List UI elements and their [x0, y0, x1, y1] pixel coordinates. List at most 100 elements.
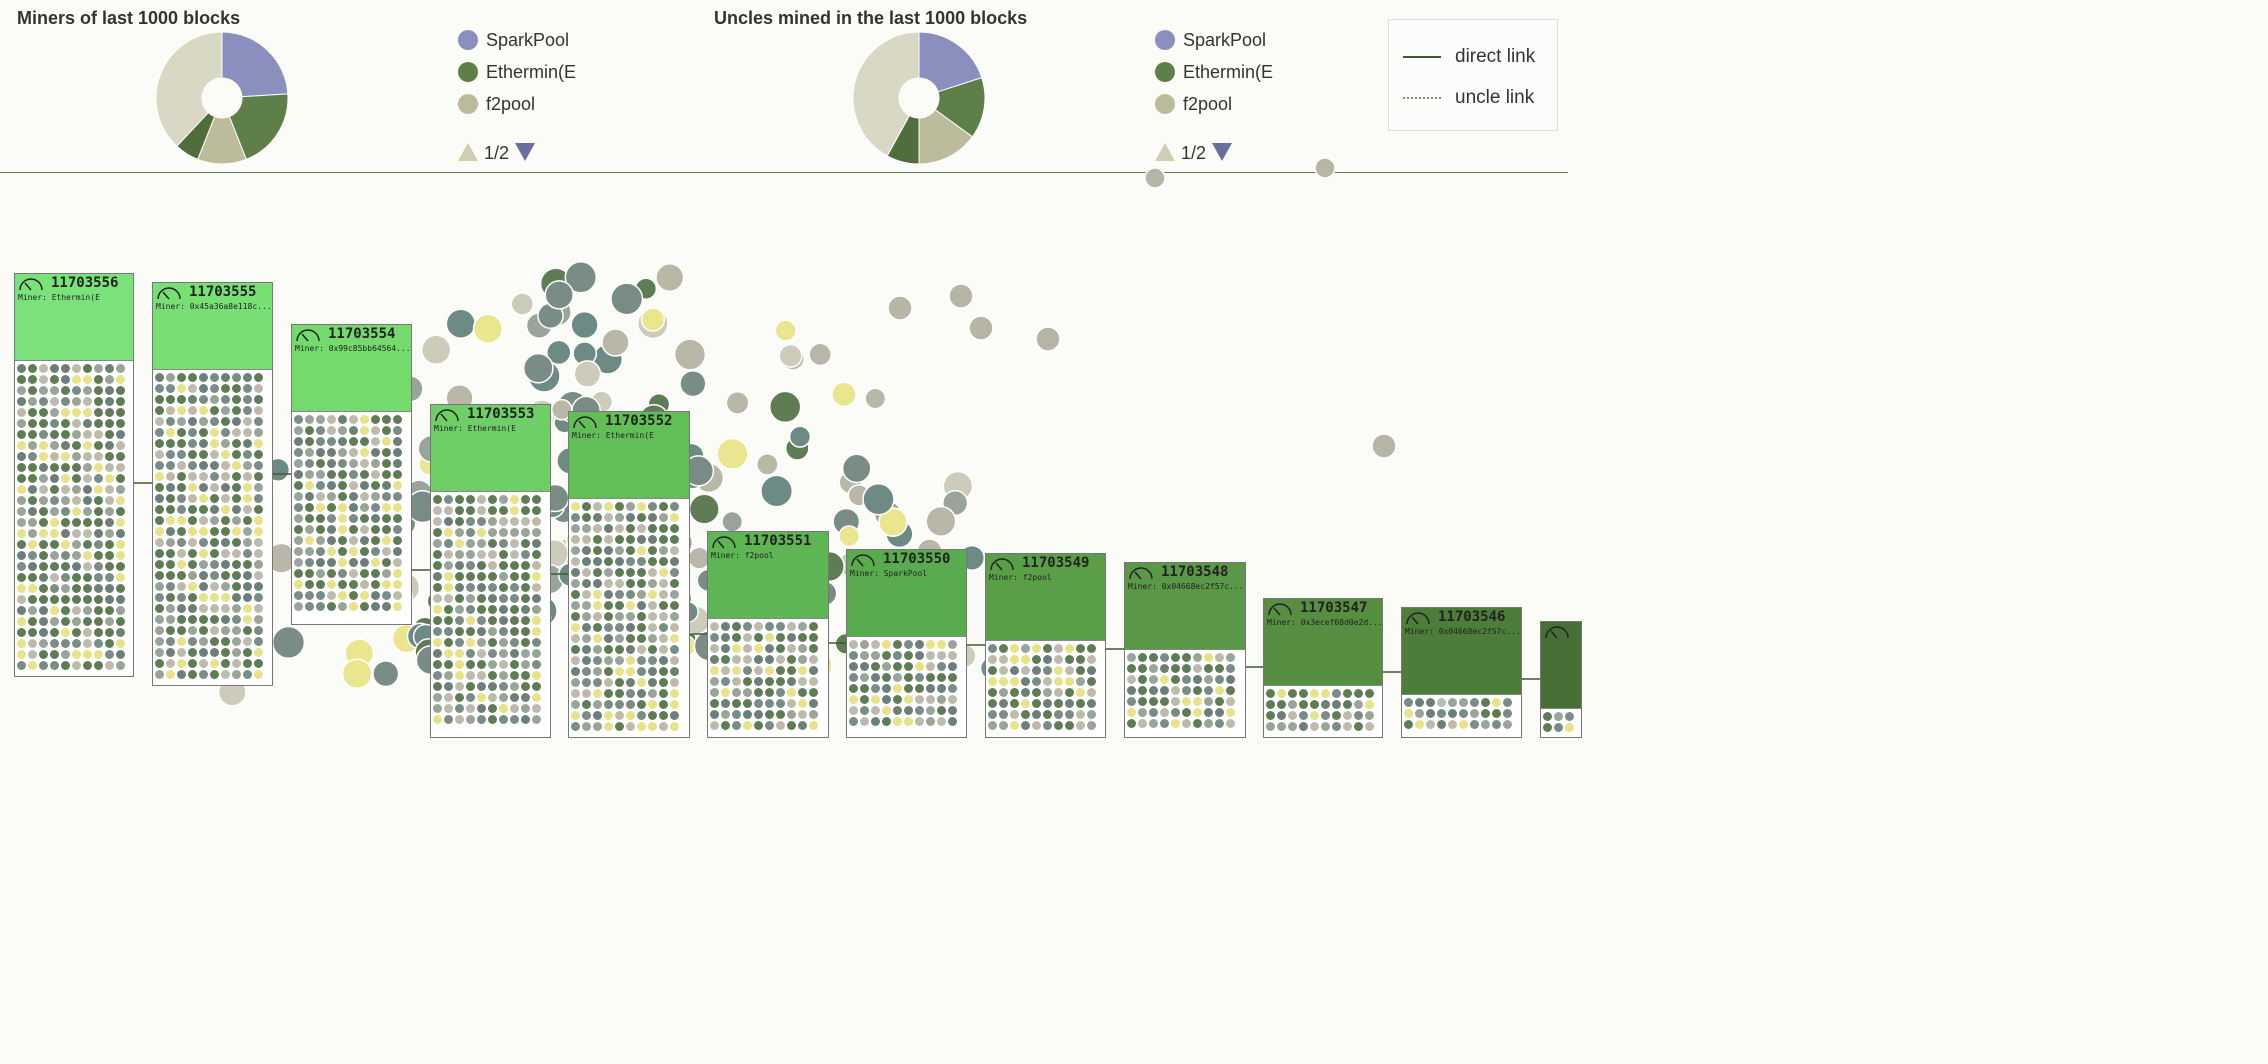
transaction-dot[interactable] [83, 617, 92, 626]
transaction-dot[interactable] [615, 711, 624, 720]
transaction-dot[interactable] [243, 439, 252, 448]
transaction-dot[interactable] [305, 437, 314, 446]
transaction-dot[interactable] [116, 661, 125, 670]
transaction-dot[interactable] [937, 695, 946, 704]
transaction-dot[interactable] [904, 684, 913, 693]
transaction-dot[interactable] [61, 518, 70, 527]
transaction-dot[interactable] [488, 627, 497, 636]
transaction-dot[interactable] [787, 710, 796, 719]
transaction-dot[interactable] [199, 582, 208, 591]
transaction-dot[interactable] [721, 655, 730, 664]
transaction-dot[interactable] [648, 656, 657, 665]
transaction-dot[interactable] [1160, 675, 1169, 684]
transaction-dot[interactable] [433, 495, 442, 504]
transaction-dot[interactable] [50, 375, 59, 384]
transaction-dot[interactable] [155, 384, 164, 393]
transaction-dot[interactable] [1215, 675, 1224, 684]
transaction-dot[interactable] [670, 502, 679, 511]
transaction-dot[interactable] [455, 649, 464, 658]
transaction-dot[interactable] [188, 670, 197, 679]
transaction-dot[interactable] [532, 638, 541, 647]
transaction-dot[interactable] [338, 426, 347, 435]
transaction-dot[interactable] [1354, 689, 1363, 698]
transaction-dot[interactable] [155, 527, 164, 536]
transaction-dot[interactable] [999, 710, 1008, 719]
transaction-dot[interactable] [455, 704, 464, 713]
transaction-dot[interactable] [860, 706, 869, 715]
transaction-dot[interactable] [1043, 688, 1052, 697]
transaction-dot[interactable] [94, 617, 103, 626]
transaction-dot[interactable] [199, 450, 208, 459]
transaction-dot[interactable] [1076, 721, 1085, 730]
transaction-dot[interactable] [155, 549, 164, 558]
transaction-dot[interactable] [105, 375, 114, 384]
transaction-dot[interactable] [455, 616, 464, 625]
transaction-dot[interactable] [221, 395, 230, 404]
legend-item-ethermine[interactable]: Ethermin(E [1155, 60, 1273, 92]
transaction-dot[interactable] [105, 430, 114, 439]
transaction-dot[interactable] [532, 704, 541, 713]
transaction-dot[interactable] [177, 571, 186, 580]
transaction-dot[interactable] [243, 483, 252, 492]
transaction-dot[interactable] [477, 704, 486, 713]
transaction-dot[interactable] [871, 695, 880, 704]
transaction-dot[interactable] [305, 459, 314, 468]
transaction-dot[interactable] [210, 461, 219, 470]
transaction-dot[interactable] [17, 419, 26, 428]
transaction-dot[interactable] [349, 536, 358, 545]
transaction-dot[interactable] [710, 699, 719, 708]
transaction-dot[interactable] [787, 644, 796, 653]
pending-tx-bubble[interactable] [573, 360, 602, 388]
transaction-dot[interactable] [754, 688, 763, 697]
transaction-dot[interactable] [455, 638, 464, 647]
transaction-dot[interactable] [648, 513, 657, 522]
transaction-dot[interactable] [210, 384, 219, 393]
transaction-dot[interactable] [615, 579, 624, 588]
transaction-dot[interactable] [604, 656, 613, 665]
transaction-dot[interactable] [510, 682, 519, 691]
transaction-dot[interactable] [444, 605, 453, 614]
transaction-dot[interactable] [61, 617, 70, 626]
transaction-dot[interactable] [732, 710, 741, 719]
transaction-dot[interactable] [360, 536, 369, 545]
transaction-dot[interactable] [999, 644, 1008, 653]
transaction-dot[interactable] [166, 373, 175, 382]
transaction-dot[interactable] [199, 571, 208, 580]
transaction-dot[interactable] [166, 538, 175, 547]
transaction-dot[interactable] [94, 628, 103, 637]
transaction-dot[interactable] [83, 628, 92, 637]
transaction-dot[interactable] [166, 604, 175, 613]
transaction-dot[interactable] [882, 695, 891, 704]
transaction-dot[interactable] [294, 580, 303, 589]
transaction-dot[interactable] [17, 452, 26, 461]
transaction-dot[interactable] [948, 717, 957, 726]
transaction-dot[interactable] [210, 615, 219, 624]
transaction-dot[interactable] [166, 549, 175, 558]
transaction-dot[interactable] [349, 591, 358, 600]
transaction-dot[interactable] [1470, 709, 1479, 718]
pending-tx-bubble[interactable] [862, 483, 895, 516]
transaction-dot[interactable] [254, 472, 263, 481]
pie-slice-other-2[interactable] [852, 31, 920, 157]
transaction-dot[interactable] [510, 572, 519, 581]
transaction-dot[interactable] [532, 649, 541, 658]
transaction-dot[interactable] [765, 644, 774, 653]
transaction-dot[interactable] [294, 426, 303, 435]
transaction-dot[interactable] [305, 591, 314, 600]
transaction-dot[interactable] [571, 612, 580, 621]
transaction-dot[interactable] [338, 448, 347, 457]
transaction-dot[interactable] [294, 525, 303, 534]
transaction-dot[interactable] [626, 601, 635, 610]
transaction-dot[interactable] [166, 593, 175, 602]
transaction-dot[interactable] [593, 634, 602, 643]
transaction-dot[interactable] [1182, 664, 1191, 673]
transaction-dot[interactable] [338, 459, 347, 468]
transaction-dot[interactable] [571, 502, 580, 511]
transaction-dot[interactable] [670, 634, 679, 643]
transaction-dot[interactable] [1054, 699, 1063, 708]
pending-tx-bubble[interactable] [1371, 433, 1397, 459]
transaction-dot[interactable] [338, 514, 347, 523]
transaction-dot[interactable] [670, 557, 679, 566]
transaction-dot[interactable] [50, 518, 59, 527]
transaction-dot[interactable] [1127, 686, 1136, 695]
